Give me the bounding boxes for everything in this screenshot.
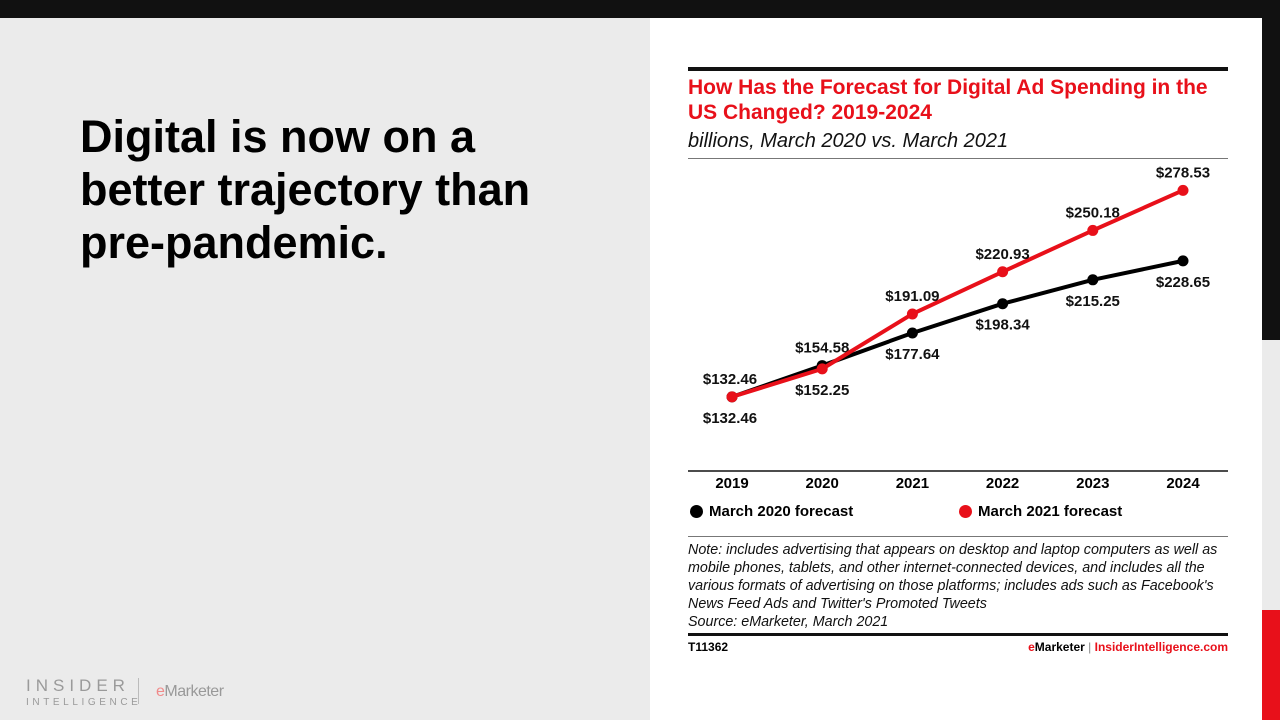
title-rule (688, 67, 1228, 71)
legend-swatch (959, 505, 972, 518)
data-point (1087, 274, 1099, 286)
legend-item-march-2021: March 2021 forecast (959, 503, 1122, 520)
data-point (1177, 184, 1189, 196)
data-label: $154.58 (795, 340, 849, 357)
chart-subtitle: billions, March 2020 vs. March 2021 (688, 130, 1009, 152)
data-label: $152.25 (795, 382, 849, 399)
emarketer-logo: eMarketer (156, 683, 224, 700)
data-label: $228.65 (1156, 274, 1210, 291)
data-point (1087, 224, 1099, 236)
data-point (816, 363, 828, 375)
data-point (997, 298, 1009, 310)
note-rule (688, 536, 1228, 537)
data-label: $278.53 (1156, 164, 1210, 181)
top-bar (0, 0, 1280, 18)
x-tick-label: 2021 (896, 475, 929, 492)
legend-swatch (690, 505, 703, 518)
legend-item-march-2020: March 2020 forecast (690, 503, 853, 520)
data-point (726, 391, 738, 403)
data-label: $198.34 (975, 317, 1030, 334)
series-line (731, 188, 1184, 399)
right-edge-bar (1262, 18, 1280, 340)
note-text: Note: includes advertising that appears … (688, 542, 1218, 612)
x-tick-label: 2024 (1166, 475, 1200, 492)
data-label: $132.46 (703, 410, 757, 427)
x-tick-label: 2022 (986, 475, 1019, 492)
chart-note: Note: includes advertising that appears … (688, 541, 1233, 631)
chart-code: T11362 (688, 640, 729, 654)
data-point (1177, 255, 1189, 267)
left-panel (0, 18, 650, 720)
data-label: $191.09 (885, 288, 939, 305)
data-point (997, 266, 1009, 278)
x-tick-label: 2020 (806, 475, 839, 492)
slide-headline: Digital is now on a better trajectory th… (80, 111, 531, 268)
brand-credit: eMarketer | InsiderIntelligence.com (1028, 640, 1228, 654)
subtitle-rule (688, 158, 1228, 159)
source-text: Source: eMarketer, March 2021 (688, 614, 889, 630)
data-label: $250.18 (1066, 204, 1120, 221)
data-label: $220.93 (975, 246, 1029, 263)
data-label: $215.25 (1066, 293, 1120, 310)
chart-title: How Has the Forecast for Digital Ad Spen… (688, 76, 1208, 124)
logo-divider (138, 678, 139, 704)
x-tick-label: 2023 (1076, 475, 1109, 492)
footer-rule (688, 633, 1228, 636)
right-edge-accent (1262, 610, 1280, 720)
data-point (906, 327, 918, 339)
insider-intelligence-logo: INSIDER INTELLIGENCE eMarketer (26, 676, 224, 708)
data-point (906, 308, 918, 320)
series-line (731, 258, 1184, 399)
x-tick-label: 2019 (715, 475, 748, 492)
logo-line1: INSIDER (26, 676, 130, 695)
data-label: $177.64 (885, 346, 940, 363)
chart-panel (650, 18, 1262, 720)
data-label: $132.46 (703, 371, 757, 388)
logo-line2: INTELLIGENCE (26, 697, 142, 708)
